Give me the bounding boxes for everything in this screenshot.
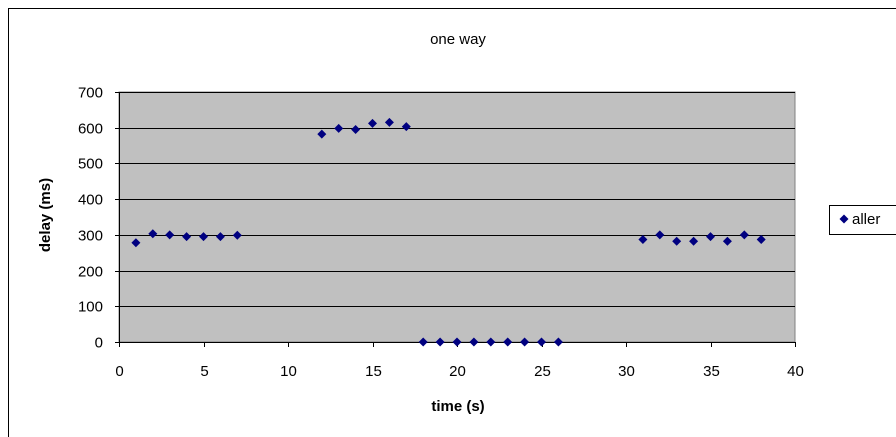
data-points (131, 117, 766, 347)
data-point-diamond (232, 230, 242, 240)
data-point-diamond (722, 236, 732, 246)
legend-marker-diamond (839, 214, 849, 224)
x-tick-label: 5 (200, 363, 208, 380)
data-point-diamond (553, 337, 563, 347)
legend: aller (829, 205, 896, 235)
data-point-diamond (655, 230, 665, 240)
x-axis-title: time (s) (431, 398, 484, 415)
data-point-diamond (317, 129, 327, 139)
data-point-diamond (689, 236, 699, 246)
y-tick-label: 600 (78, 121, 103, 138)
y-tick-label: 400 (78, 192, 103, 209)
data-point-diamond (351, 125, 361, 134)
data-point-diamond (148, 229, 158, 239)
data-point-diamond (215, 232, 225, 242)
data-point-diamond (165, 230, 175, 240)
x-tick-label: 10 (280, 363, 297, 380)
data-point-diamond (368, 118, 377, 128)
data-point-diamond (537, 337, 546, 347)
x-tick-label: 40 (787, 363, 804, 380)
data-point-diamond (334, 123, 344, 133)
data-point-diamond (469, 337, 479, 347)
y-tick-label: 500 (78, 156, 103, 173)
y-tick-label: 300 (78, 228, 103, 245)
x-tick-label: 15 (365, 363, 382, 380)
data-point-diamond (756, 235, 766, 244)
plot-area (118, 91, 796, 343)
data-point-diamond (739, 230, 749, 240)
data-point-diamond (672, 236, 682, 246)
y-tick-label: 700 (78, 85, 103, 102)
x-axis-ticks: 0 5 10 15 20 25 30 35 40 (115, 342, 804, 380)
y-tick-label: 200 (78, 264, 103, 281)
x-tick-label: 35 (703, 363, 720, 380)
data-point-diamond (486, 337, 496, 347)
x-tick-label: 25 (534, 363, 551, 380)
data-point-diamond (706, 232, 715, 242)
data-point-diamond (199, 232, 208, 242)
data-point-diamond (131, 238, 141, 248)
legend-label: aller (852, 211, 880, 228)
y-tick-label: 100 (78, 299, 103, 316)
data-point-diamond (452, 337, 462, 347)
data-point-diamond (182, 232, 192, 242)
y-tick-label: 0 (95, 335, 103, 352)
x-tick-label: 20 (449, 363, 466, 380)
y-axis-title: delay (ms) (37, 178, 54, 252)
data-point-diamond (401, 122, 411, 132)
chart-title: one way (430, 31, 486, 48)
data-point-diamond (384, 117, 394, 127)
x-tick-label: 30 (618, 363, 635, 380)
data-point-diamond (503, 337, 513, 347)
x-tick-label: 0 (115, 363, 123, 380)
data-point-diamond (638, 235, 648, 244)
y-axis-ticks: 0 100 200 300 400 500 600 700 (78, 85, 119, 352)
data-point-diamond (520, 337, 530, 347)
data-point-diamond (418, 337, 428, 347)
data-point-diamond (435, 337, 445, 347)
gridlines (119, 92, 795, 307)
